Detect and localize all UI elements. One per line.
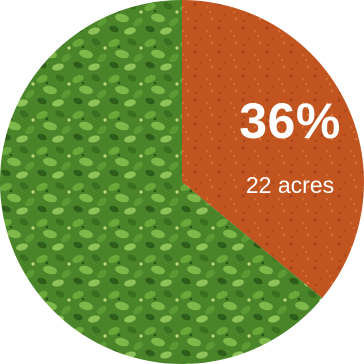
pie-slice-soil [182, 0, 364, 299]
slice-percent-label: 36% [239, 93, 341, 149]
pie-slice-crop [0, 0, 323, 364]
slice-acres-label: 22 acres [245, 172, 335, 198]
